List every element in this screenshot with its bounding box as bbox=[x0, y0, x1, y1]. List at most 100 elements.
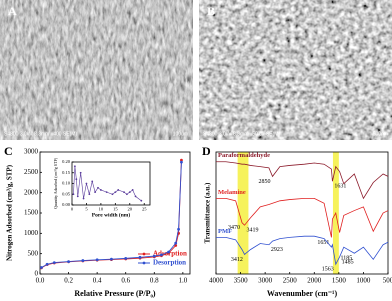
data-point bbox=[52, 261, 56, 265]
x-tick-label: 25 bbox=[142, 207, 147, 212]
data-point bbox=[138, 255, 142, 259]
series-line bbox=[216, 235, 389, 266]
data-point bbox=[73, 165, 76, 168]
y-tick-label: 500 bbox=[28, 249, 39, 257]
x-tick-label: 15 bbox=[113, 207, 118, 212]
y-tick-label: 0.20 bbox=[62, 159, 71, 164]
x-tick-label: 1000 bbox=[356, 277, 371, 285]
series-label: Melamine bbox=[218, 189, 246, 196]
peak-label: 3470 bbox=[228, 225, 240, 231]
y-tick-label: 0 bbox=[35, 270, 39, 278]
x-tick-label: 2500 bbox=[283, 277, 298, 285]
sem-image bbox=[199, 0, 392, 140]
y-tick-label: 0.00 bbox=[62, 202, 71, 207]
panel-b: B S4800 3.0kV 8.3mm x50.0k SE(M) 500nm bbox=[199, 0, 392, 140]
data-point bbox=[45, 262, 49, 266]
y-tick-label: 3000 bbox=[24, 148, 39, 156]
panel-letter: A bbox=[8, 4, 17, 18]
sem-caption: S4800 3.0kV 8.3mm x50.0k SE(M) bbox=[203, 131, 280, 137]
data-point bbox=[111, 193, 114, 196]
peak-label: 1185 bbox=[340, 256, 352, 262]
scale-label: 100um bbox=[173, 131, 188, 137]
peak-label: 3412 bbox=[231, 257, 243, 263]
y-tick-label: 0.15 bbox=[62, 170, 71, 175]
data-point bbox=[110, 257, 113, 261]
legend-label: Adsorption bbox=[153, 250, 187, 258]
peak-label: 2850 bbox=[259, 179, 271, 185]
x-tick-label: 4000 bbox=[209, 277, 224, 285]
x-tick-label: 0.6 bbox=[121, 277, 130, 285]
plot-frame bbox=[215, 151, 389, 275]
x-axis-title: Pore width (nm) bbox=[92, 211, 131, 218]
y-axis-title: Transmittance (a.u.) bbox=[204, 182, 212, 243]
data-point bbox=[117, 189, 120, 191]
data-point bbox=[180, 158, 183, 162]
data-point bbox=[177, 227, 180, 231]
y-axis-title: Nitrogen Adsorbed (cm³/g, STP) bbox=[6, 164, 14, 261]
data-point bbox=[140, 199, 143, 202]
data-point bbox=[167, 250, 170, 254]
data-point bbox=[97, 186, 99, 189]
x-axis-title: Wavenumber (cm⁻¹) bbox=[267, 289, 338, 298]
data-point bbox=[82, 197, 85, 200]
data-point bbox=[105, 191, 108, 194]
data-point bbox=[174, 241, 178, 245]
y-tick-label: 1500 bbox=[24, 209, 39, 217]
panel-letter: C bbox=[4, 144, 13, 158]
x-tick-label: 3500 bbox=[234, 277, 249, 285]
series-line bbox=[73, 166, 142, 201]
y-tick-label: 2500 bbox=[24, 168, 39, 176]
data-point bbox=[79, 171, 82, 174]
legend-marker bbox=[142, 252, 146, 256]
data-point bbox=[160, 253, 163, 257]
peak-label: 1563 bbox=[322, 267, 334, 273]
data-point bbox=[95, 258, 99, 262]
x-tick-label: 3000 bbox=[258, 277, 273, 285]
data-point bbox=[76, 195, 79, 198]
x-tick-label: 0.4 bbox=[93, 277, 102, 285]
panel-letter: D bbox=[202, 144, 211, 158]
x-tick-label: 0.8 bbox=[150, 277, 159, 285]
x-axis-title: Relative Pressure (P/P₀) bbox=[74, 289, 156, 298]
data-point bbox=[174, 244, 178, 247]
peak-label: 1485 bbox=[342, 259, 354, 265]
x-tick-label: 20 bbox=[128, 207, 133, 212]
data-point bbox=[125, 193, 128, 196]
sem-caption: S4800 3.0kV 8.3mm x400 SE(M) bbox=[4, 131, 77, 137]
legend-label: Desorption bbox=[153, 259, 186, 267]
data-point bbox=[128, 191, 131, 194]
data-point bbox=[114, 191, 117, 194]
x-tick-label: 1.0 bbox=[178, 277, 187, 285]
series-line bbox=[216, 161, 389, 200]
x-tick-label: 5 bbox=[85, 207, 88, 212]
data-point bbox=[94, 191, 97, 194]
data-point bbox=[72, 193, 75, 196]
data-point bbox=[124, 256, 128, 260]
peak-label: 2923 bbox=[271, 247, 283, 253]
x-tick-label: 2000 bbox=[307, 277, 322, 285]
series-label: PMF bbox=[218, 228, 232, 235]
y-axis-title: Quantity Adsorbed (cm³/g STP) bbox=[53, 157, 58, 209]
y-tick-label: 0.10 bbox=[62, 181, 71, 186]
sem-image bbox=[0, 0, 193, 140]
data-point bbox=[180, 160, 183, 164]
x-tick-label: 500 bbox=[383, 277, 392, 285]
y-tick-label: 1000 bbox=[24, 229, 39, 237]
x-tick-label: 0 bbox=[71, 207, 74, 212]
data-point bbox=[67, 260, 70, 263]
series-line bbox=[216, 197, 389, 238]
data-point bbox=[152, 254, 156, 258]
highlight-band bbox=[237, 152, 249, 274]
panel-letter: B bbox=[207, 4, 215, 18]
data-point bbox=[134, 195, 137, 198]
y-tick-label: 0.05 bbox=[62, 191, 71, 196]
data-point bbox=[131, 189, 134, 191]
data-point bbox=[91, 180, 94, 183]
data-point bbox=[40, 266, 43, 269]
x-tick-label: 1500 bbox=[332, 277, 347, 285]
x-tick-label: 10 bbox=[99, 207, 104, 212]
y-tick-label: 2000 bbox=[24, 188, 39, 196]
panel-a: A S4800 3.0kV 8.3mm x400 SE(M) 100um bbox=[0, 0, 193, 140]
x-tick-label: 0.0 bbox=[36, 277, 45, 285]
